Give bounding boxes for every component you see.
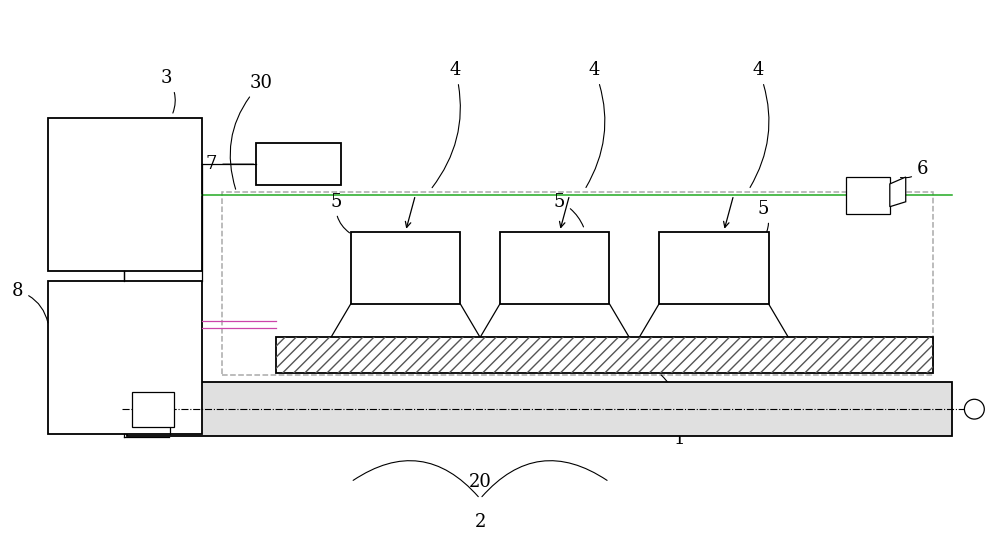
Bar: [48, 118, 202, 271]
Bar: [351, 232, 460, 304]
Text: 5: 5: [554, 193, 584, 227]
Text: 4: 4: [432, 61, 461, 188]
Bar: [222, 192, 933, 375]
Bar: [276, 337, 933, 373]
Text: 3: 3: [161, 69, 175, 113]
Bar: [659, 232, 769, 304]
Text: 4: 4: [750, 61, 769, 187]
Text: 7: 7: [206, 155, 254, 173]
Bar: [276, 337, 933, 373]
Text: 20: 20: [469, 473, 492, 491]
Text: 4: 4: [586, 61, 605, 187]
Bar: [132, 392, 174, 426]
Bar: [256, 143, 341, 185]
Polygon shape: [890, 177, 906, 207]
Text: 5: 5: [330, 193, 350, 233]
Text: 6: 6: [901, 160, 928, 178]
Bar: [127, 382, 952, 436]
Text: 30: 30: [230, 74, 273, 189]
Polygon shape: [846, 177, 890, 214]
Text: 8: 8: [12, 282, 48, 323]
Bar: [48, 281, 202, 434]
Circle shape: [964, 399, 984, 419]
Text: 5: 5: [758, 200, 769, 232]
Text: 1: 1: [661, 375, 685, 448]
Bar: [500, 232, 609, 304]
Text: 2: 2: [474, 513, 486, 530]
